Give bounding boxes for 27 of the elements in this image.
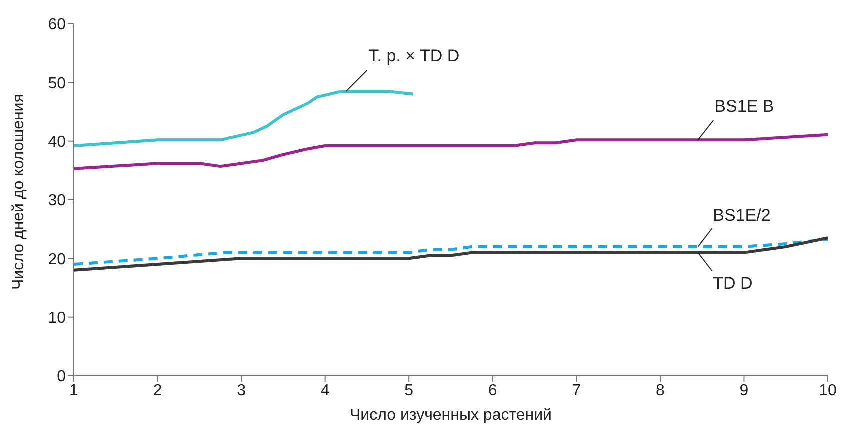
y-tick-label: 10 [48, 310, 66, 328]
series-label: BS1E B [714, 97, 774, 116]
series-label: TD D [713, 274, 753, 293]
x-tick-label: 10 [819, 382, 837, 400]
y-tick-label: 40 [48, 134, 66, 152]
x-axis-title: Число изученных растений [350, 407, 552, 424]
series-label: T. p. × TD D [368, 46, 460, 66]
y-tick-label: 30 [48, 192, 66, 210]
line-series [74, 238, 828, 266]
line-series [74, 90, 415, 148]
x-tick-label: 3 [237, 382, 246, 400]
y-tick-label: 60 [48, 16, 66, 34]
x-tick-label: 2 [153, 382, 162, 400]
x-tick-label: 5 [404, 382, 414, 400]
x-tick-label: 9 [740, 382, 749, 400]
y-tick-label: 0 [57, 368, 66, 386]
x-tick-label: 8 [656, 382, 665, 400]
line-series [74, 236, 828, 272]
x-tick-label: 4 [320, 382, 330, 400]
x-tick-label: 7 [572, 382, 582, 400]
y-tick-label: 50 [48, 75, 66, 92]
x-tick-label: 6 [488, 382, 498, 400]
line-series [74, 133, 828, 170]
y-axis-title: Число дней до колошения [10, 94, 28, 290]
series-label: BS1E/2 [713, 206, 771, 225]
y-tick-label: 20 [48, 251, 66, 268]
x-tick-label: 1 [70, 382, 79, 400]
